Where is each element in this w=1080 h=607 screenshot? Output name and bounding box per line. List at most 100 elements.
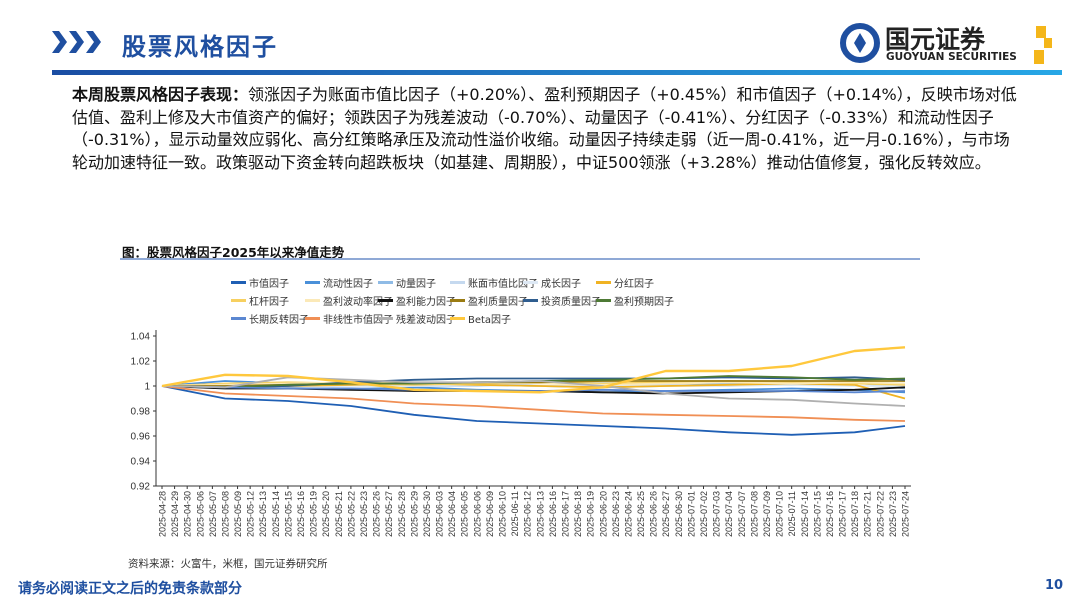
x-tick-label: 2025-05-21 <box>334 491 344 537</box>
header-divider <box>52 70 1062 75</box>
legend-label: 市值因子 <box>249 279 289 290</box>
legend-label: 非线性市值因子 <box>323 315 393 326</box>
x-tick-label: 2025-05-09 <box>233 491 243 537</box>
legend-item: 账面市值比因子 <box>450 275 538 290</box>
x-tick-label: 2025-05-13 <box>258 491 268 537</box>
x-tick-label: 2025-07-17 <box>838 491 848 537</box>
legend-item: 市值因子 <box>231 275 289 290</box>
logo-cn: 国元证券 <box>885 25 986 54</box>
summary-lead: 本周股票风格因子表现： <box>72 85 249 104</box>
disclaimer-note: 请务必阅读正文之后的免责条款部分 <box>18 581 242 597</box>
x-tick-label: 2025-05-20 <box>321 491 331 537</box>
summary-body: 领涨因子为账面市值比因子（+0.20%）、盈利预期因子（+0.45%）和市值因子… <box>72 85 1017 172</box>
series-line-7 <box>161 381 906 387</box>
x-tick-label: 2025-05-16 <box>296 491 306 537</box>
legend-item: 非线性市值因子 <box>305 311 393 326</box>
legend-swatch <box>450 281 465 284</box>
legend-swatch <box>378 317 393 320</box>
x-tick-label: 2025-06-09 <box>485 491 495 537</box>
page-number: 10 <box>1045 578 1064 593</box>
y-tick-label: 0.96 <box>131 432 151 443</box>
x-tick-label: 2025-06-18 <box>573 491 583 537</box>
x-tick-label: 2025-07-01 <box>686 491 696 537</box>
x-tick-label: 2025-06-13 <box>535 491 545 537</box>
legend-swatch <box>231 281 246 284</box>
legend-item: 盈利波动率因子 <box>305 293 393 308</box>
y-tick-label: 1.02 <box>131 357 151 368</box>
logo: 国元证券 GUOYUAN SECURITIES <box>840 20 1060 66</box>
legend-item: 盈利能力因子 <box>378 293 456 308</box>
legend-swatch <box>378 299 393 302</box>
x-tick-label: 2025-07-24 <box>901 491 911 537</box>
x-tick-label: 2025-07-08 <box>749 491 759 537</box>
series-line-15 <box>161 346 906 394</box>
series-line-12 <box>161 385 906 394</box>
legend-swatch <box>378 281 393 284</box>
legend-item: 盈利预期因子 <box>596 293 674 308</box>
y-tick-label: 1 <box>144 382 150 393</box>
legend-swatch <box>231 317 246 320</box>
x-tick-label: 2025-07-14 <box>800 491 810 537</box>
logo-emblem-icon <box>840 23 1052 64</box>
legend-item: 动量因子 <box>378 275 436 290</box>
x-tick-label: 2025-06-20 <box>598 491 608 537</box>
x-tick-label: 2025-06-24 <box>623 491 633 537</box>
x-tick-label: 2025-06-12 <box>523 491 533 537</box>
legend-label: 盈利质量因子 <box>468 297 528 308</box>
legend-swatch <box>596 281 611 284</box>
x-tick-label: 2025-07-11 <box>787 491 797 536</box>
chart-title: 图：股票风格因子2025年以来净值走势 <box>122 245 345 260</box>
summary-paragraph: 本周股票风格因子表现：领涨因子为账面市值比因子（+0.20%）、盈利预期因子（+… <box>72 84 1017 174</box>
x-tick-label: 2025-07-07 <box>737 491 747 537</box>
series-line-10 <box>161 376 906 389</box>
x-tick-label: 2025-05-26 <box>372 491 382 537</box>
x-tick-label: 2025-05-27 <box>384 491 394 537</box>
x-tick-label: 2025-07-02 <box>699 491 709 537</box>
x-tick-label: 2025-06-16 <box>548 491 558 537</box>
x-tick-label: 2025-06-19 <box>586 491 596 537</box>
x-tick-label: 2025-04-29 <box>170 491 180 537</box>
x-tick-label: 2025-06-06 <box>472 491 482 537</box>
legend-item: 长期反转因子 <box>231 311 309 326</box>
x-tick-label: 2025-04-28 <box>158 491 168 537</box>
legend-label: 成长因子 <box>541 279 581 290</box>
y-tick-label: 0.98 <box>131 407 151 418</box>
x-tick-label: 2025-06-23 <box>611 491 621 537</box>
legend-swatch <box>231 299 246 302</box>
x-tick-label: 2025-05-14 <box>271 491 281 537</box>
x-tick-label: 2025-05-29 <box>409 491 419 537</box>
series-line-13 <box>161 385 906 422</box>
legend-swatch <box>523 281 538 284</box>
logo-en: GUOYUAN SECURITIES <box>886 51 1017 63</box>
legend-item: 杠杆因子 <box>231 293 289 308</box>
legend-label: 投资质量因子 <box>541 297 601 308</box>
legend-swatch <box>305 299 320 302</box>
legend-item: 投资质量因子 <box>523 293 601 308</box>
x-tick-label: 2025-07-10 <box>775 491 785 537</box>
x-tick-label: 2025-05-19 <box>309 491 319 537</box>
x-tick-label: 2025-06-30 <box>674 491 684 537</box>
legend-item: 成长因子 <box>523 275 581 290</box>
legend-label: 分红因子 <box>614 279 654 290</box>
x-tick-label: 2025-06-27 <box>661 491 671 537</box>
legend-item: 残差波动因子 <box>378 311 456 326</box>
x-tick-label: 2025-06-25 <box>636 491 646 537</box>
x-tick-label: 2025-05-30 <box>422 491 432 537</box>
page-title: 股票风格因子 <box>122 33 278 61</box>
legend-item: 流动性因子 <box>305 275 373 290</box>
source-note: 资料来源：火富牛，米框，国元证券研究所 <box>128 558 328 570</box>
legend-swatch <box>523 299 538 302</box>
x-tick-label: 2025-05-06 <box>195 491 205 537</box>
y-tick-label: 0.92 <box>131 482 151 493</box>
legend-label: 残差波动因子 <box>396 315 456 326</box>
legend-label: 盈利波动率因子 <box>323 297 393 308</box>
legend-label: 流动性因子 <box>323 279 373 290</box>
x-tick-label: 2025-06-26 <box>649 491 659 537</box>
series-line-0 <box>161 385 906 436</box>
x-tick-label: 2025-07-04 <box>724 491 734 537</box>
x-tick-label: 2025-06-17 <box>560 491 570 537</box>
chart-title-divider <box>120 258 920 260</box>
x-tick-label: 2025-07-09 <box>762 491 772 537</box>
x-tick-label: 2025-07-16 <box>825 491 835 537</box>
x-tick-label: 2025-06-04 <box>447 491 457 537</box>
